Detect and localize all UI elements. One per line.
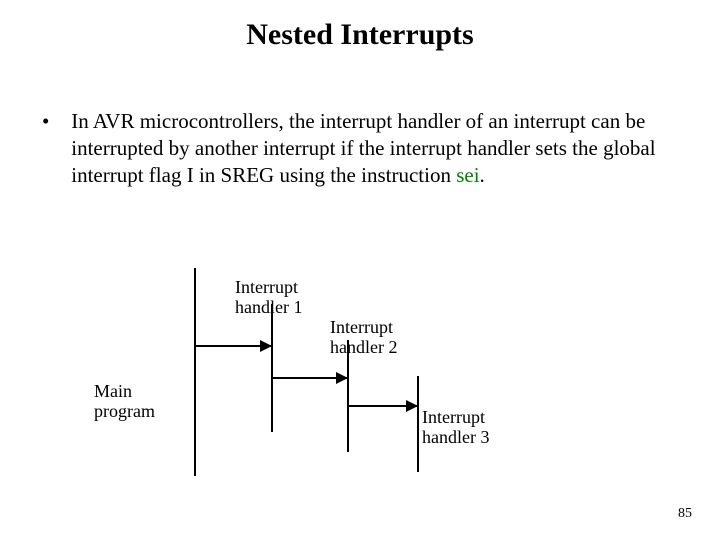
nested-interrupts-diagram bbox=[0, 0, 720, 540]
label-interrupt-handler-2: Interrupt handler 2 bbox=[330, 318, 397, 358]
label-ih2-line2: handler 2 bbox=[330, 337, 397, 357]
label-ih1-line1: Interrupt bbox=[235, 277, 298, 297]
label-ih2-line1: Interrupt bbox=[330, 317, 393, 337]
page-number: 85 bbox=[678, 506, 692, 522]
label-ih1-line2: handler 1 bbox=[235, 297, 302, 317]
label-main-line2: program bbox=[94, 401, 155, 421]
label-interrupt-handler-1: Interrupt handler 1 bbox=[235, 278, 302, 318]
label-main-line1: Main bbox=[94, 381, 132, 401]
label-ih3-line1: Interrupt bbox=[422, 407, 485, 427]
label-ih3-line2: handler 3 bbox=[422, 427, 489, 447]
label-interrupt-handler-3: Interrupt handler 3 bbox=[422, 408, 489, 448]
label-main-program: Main program bbox=[94, 382, 155, 422]
